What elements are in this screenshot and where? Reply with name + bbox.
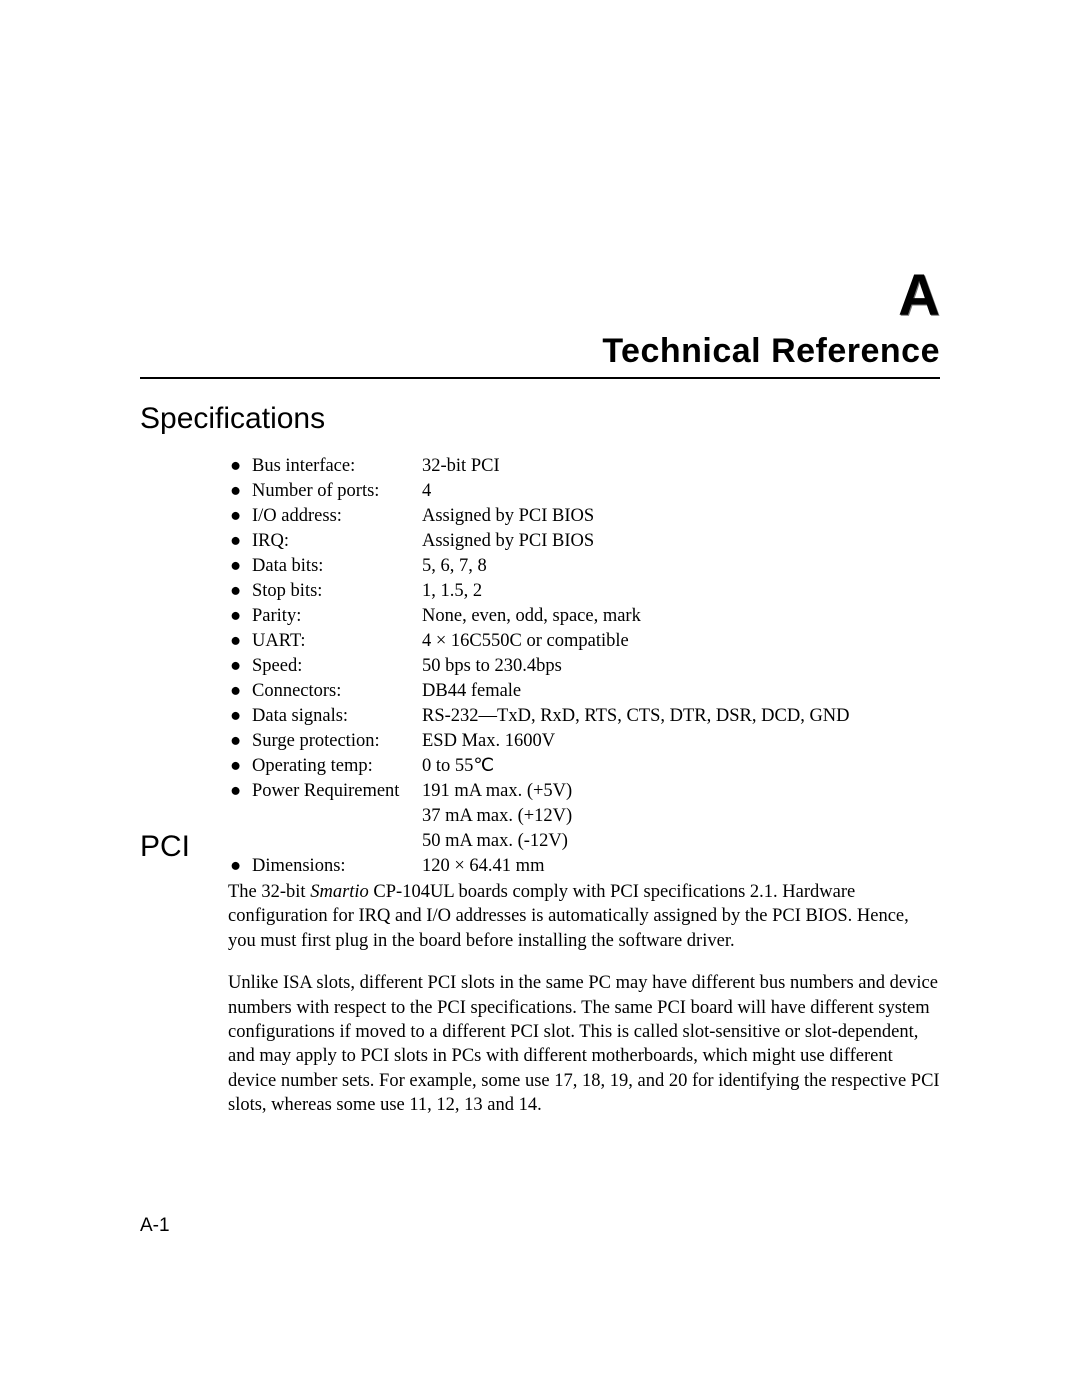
spec-label: Connectors: (252, 679, 422, 704)
spec-label: Data bits: (252, 554, 422, 579)
spec-value: 191 mA max. (+5V) (422, 779, 940, 804)
section-specifications: Specifications ●Bus interface:32-bit PCI… (140, 402, 940, 878)
bullet-icon: ● (228, 554, 252, 579)
heading-specifications: Specifications (140, 402, 940, 436)
spec-row: ●Data signals:RS-232—TxD, RxD, RTS, CTS,… (228, 704, 940, 729)
title-rule (140, 377, 940, 379)
spec-label: Number of ports: (252, 479, 422, 504)
spec-label: Operating temp: (252, 754, 422, 779)
spec-row: ●Bus interface:32-bit PCI (228, 454, 940, 479)
spec-row: ●Stop bits:1, 1.5, 2 (228, 579, 940, 604)
spec-row: ●Surge protection:ESD Max. 1600V (228, 729, 940, 754)
spec-row: ●Parity:None, even, odd, space, mark (228, 604, 940, 629)
bullet-icon: ● (228, 729, 252, 754)
section-pci: PCI The 32-bit Smartio CP-104UL boards c… (140, 830, 940, 1136)
spec-value: 37 mA max. (+12V) (422, 804, 940, 829)
spec-label: UART: (252, 629, 422, 654)
spec-row: ●Power Requirement191 mA max. (+5V) (228, 779, 940, 804)
appendix-letter: A (898, 262, 940, 329)
spec-row: ●Data bits:5, 6, 7, 8 (228, 554, 940, 579)
spec-label: Surge protection: (252, 729, 422, 754)
spec-row-extra: 37 mA max. (+12V) (228, 804, 940, 829)
spec-label: Data signals: (252, 704, 422, 729)
spec-label: Parity: (252, 604, 422, 629)
spec-value: DB44 female (422, 679, 940, 704)
bullet-icon: ● (228, 754, 252, 779)
spec-row: ●IRQ:Assigned by PCI BIOS (228, 529, 940, 554)
spec-value: 0 to 55℃ (422, 754, 940, 779)
page-title: Technical Reference (140, 332, 940, 371)
pci-paragraph-2: Unlike ISA slots, different PCI slots in… (228, 971, 940, 1117)
spec-row: ●Speed:50 bps to 230.4bps (228, 654, 940, 679)
bullet-icon: ● (228, 704, 252, 729)
bullet-icon: ● (228, 679, 252, 704)
title-block: Technical Reference (140, 332, 940, 379)
bullet-icon: ● (228, 654, 252, 679)
spec-row: ●Operating temp:0 to 55℃ (228, 754, 940, 779)
pci-paragraph-1: The 32-bit Smartio CP-104UL boards compl… (228, 880, 940, 953)
spec-value: ESD Max. 1600V (422, 729, 940, 754)
bullet-icon: ● (228, 579, 252, 604)
bullet-icon: ● (228, 629, 252, 654)
spec-label: I/O address: (252, 504, 422, 529)
spec-row: ●UART:4 × 16C550C or compatible (228, 629, 940, 654)
spec-value: 5, 6, 7, 8 (422, 554, 940, 579)
bullet-icon: ● (228, 504, 252, 529)
spec-label: Stop bits: (252, 579, 422, 604)
spec-label: IRQ: (252, 529, 422, 554)
heading-pci: PCI (140, 830, 940, 864)
specifications-list: ●Bus interface:32-bit PCI●Number of port… (228, 454, 940, 878)
spec-row: ●Number of ports:4 (228, 479, 940, 504)
spec-row: ●I/O address:Assigned by PCI BIOS (228, 504, 940, 529)
spec-value: 32-bit PCI (422, 454, 940, 479)
bullet-icon: ● (228, 454, 252, 479)
spec-value: Assigned by PCI BIOS (422, 504, 940, 529)
page: A Technical Reference Specifications ●Bu… (0, 0, 1080, 1397)
spec-value: None, even, odd, space, mark (422, 604, 940, 629)
spec-value: RS-232—TxD, RxD, RTS, CTS, DTR, DSR, DCD… (422, 704, 940, 729)
text: The 32-bit (228, 882, 310, 902)
spec-value: 50 bps to 230.4bps (422, 654, 940, 679)
spec-row: ●Connectors:DB44 female (228, 679, 940, 704)
spec-value: 4 (422, 479, 940, 504)
pci-body: The 32-bit Smartio CP-104UL boards compl… (228, 880, 940, 1118)
spec-label: Bus interface: (252, 454, 422, 479)
page-number: A-1 (140, 1215, 170, 1237)
bullet-icon: ● (228, 529, 252, 554)
spec-value: 4 × 16C550C or compatible (422, 629, 940, 654)
spec-label: Power Requirement (252, 779, 422, 804)
product-name-italic: Smartio (310, 882, 369, 902)
bullet-icon: ● (228, 779, 252, 804)
spec-label: Speed: (252, 654, 422, 679)
bullet-icon: ● (228, 604, 252, 629)
spec-value: Assigned by PCI BIOS (422, 529, 940, 554)
bullet-icon: ● (228, 479, 252, 504)
spec-value: 1, 1.5, 2 (422, 579, 940, 604)
